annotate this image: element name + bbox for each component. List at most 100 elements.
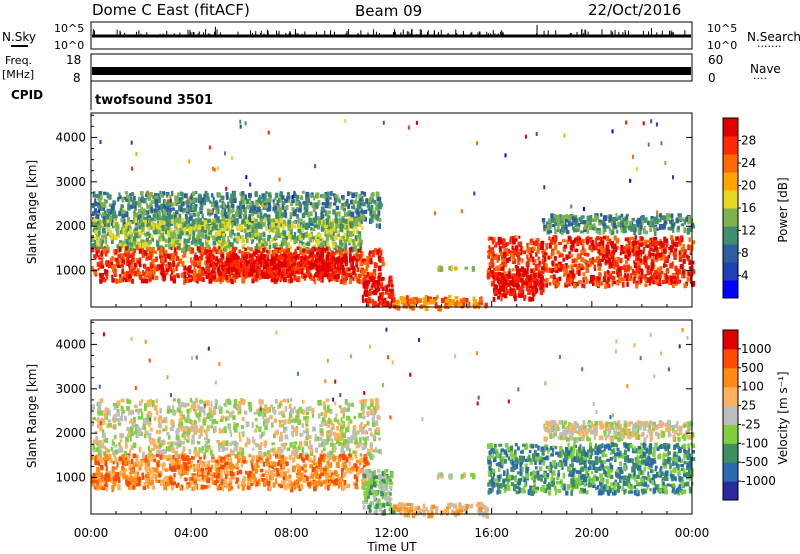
radar-cell xyxy=(296,236,300,241)
radar-cell xyxy=(632,280,636,284)
radar-cell xyxy=(95,250,99,257)
radar-cell xyxy=(611,275,614,281)
radar-cell xyxy=(230,254,234,260)
radar-cell xyxy=(178,234,182,240)
radar-cell xyxy=(147,270,152,276)
radar-cell xyxy=(238,209,243,215)
radar-cell xyxy=(280,256,285,260)
radar-cell xyxy=(91,266,94,271)
radar-cell xyxy=(140,239,145,243)
radar-cell xyxy=(165,268,170,272)
radar-cell xyxy=(259,224,263,229)
radar-cell xyxy=(448,299,452,303)
radar-cell xyxy=(595,243,600,247)
radar-cell xyxy=(554,235,558,240)
radar-cell xyxy=(91,217,95,221)
radar-cell xyxy=(602,222,606,227)
radar-cell xyxy=(683,248,687,253)
radar-cell xyxy=(212,166,215,171)
radar-cell xyxy=(625,243,628,248)
radar-cell xyxy=(316,226,320,230)
radar-cell xyxy=(308,238,313,243)
radar-cell xyxy=(652,240,657,246)
power-y-label: Slant Range [km] xyxy=(25,160,39,264)
radar-cell xyxy=(311,219,314,224)
radar-cell xyxy=(275,263,280,270)
radar-cell xyxy=(198,231,202,237)
radar-cell xyxy=(309,194,313,199)
radar-cell xyxy=(506,275,510,281)
radar-cell xyxy=(294,264,298,269)
radar-cell xyxy=(466,301,470,307)
radar-cell xyxy=(146,205,150,209)
radar-cell xyxy=(298,222,302,229)
radar-cell xyxy=(395,305,400,310)
radar-cell xyxy=(173,219,176,226)
radar-cell xyxy=(314,202,319,208)
radar-cell xyxy=(289,272,292,277)
radar-cell xyxy=(266,254,270,259)
radar-cell xyxy=(101,214,104,219)
radar-cell xyxy=(108,218,112,222)
radar-cell xyxy=(383,286,388,291)
radar-cell xyxy=(594,245,599,251)
radar-cell xyxy=(356,278,361,284)
radar-cell xyxy=(241,204,246,210)
radar-cell xyxy=(598,242,601,247)
radar-cell xyxy=(570,270,575,275)
radar-cell xyxy=(335,198,338,203)
radar-cell xyxy=(532,241,536,245)
radar-cell xyxy=(296,262,300,266)
radar-cell xyxy=(665,256,670,261)
radar-cell xyxy=(150,219,153,223)
radar-cell xyxy=(328,257,332,263)
date-title: 22/Oct/2016 xyxy=(588,1,681,19)
radar-cell xyxy=(359,261,364,267)
radar-cell xyxy=(211,218,216,223)
radar-cell xyxy=(372,300,376,304)
radar-cell xyxy=(504,285,508,290)
radar-cell xyxy=(107,227,111,231)
radar-cell xyxy=(226,211,231,218)
radar-cell xyxy=(164,199,167,205)
radar-cell xyxy=(233,255,236,262)
radar-cell xyxy=(567,219,571,223)
radar-cell xyxy=(162,221,166,226)
radar-cell xyxy=(533,277,537,282)
radar-cell xyxy=(357,200,361,204)
radar-cell xyxy=(144,278,149,284)
radar-cell xyxy=(659,219,662,223)
radar-cell xyxy=(367,290,372,296)
radar-cell xyxy=(188,219,191,225)
radar-cell xyxy=(317,242,321,248)
radar-cell xyxy=(578,263,581,268)
radar-cell xyxy=(225,215,229,221)
radar-cell xyxy=(197,224,202,229)
radar-cell xyxy=(180,272,184,278)
radar-cell xyxy=(320,209,324,214)
radar-cell xyxy=(219,271,223,277)
radar-cell xyxy=(152,224,155,231)
radar-cell xyxy=(342,254,347,259)
radar-cell xyxy=(595,229,600,233)
radar-cell xyxy=(589,221,592,227)
radar-cell xyxy=(361,294,364,300)
radar-cell xyxy=(369,255,373,260)
radar-cell xyxy=(205,192,209,199)
radar-cell xyxy=(179,206,183,212)
radar-cell xyxy=(108,203,113,207)
radar-cell xyxy=(547,218,551,223)
radar-cell xyxy=(657,282,662,287)
radar-cell xyxy=(681,269,685,275)
radar-cell xyxy=(245,219,249,224)
radar-cell xyxy=(185,430,188,436)
radar-cell xyxy=(187,208,190,215)
radar-cell xyxy=(260,240,265,245)
radar-cell xyxy=(100,194,103,201)
radar-cell xyxy=(325,255,330,261)
radar-cell xyxy=(207,218,211,223)
radar-cell xyxy=(179,191,183,196)
radar-cell xyxy=(660,223,664,229)
radar-cell xyxy=(256,213,260,219)
radar-cell xyxy=(534,242,538,247)
